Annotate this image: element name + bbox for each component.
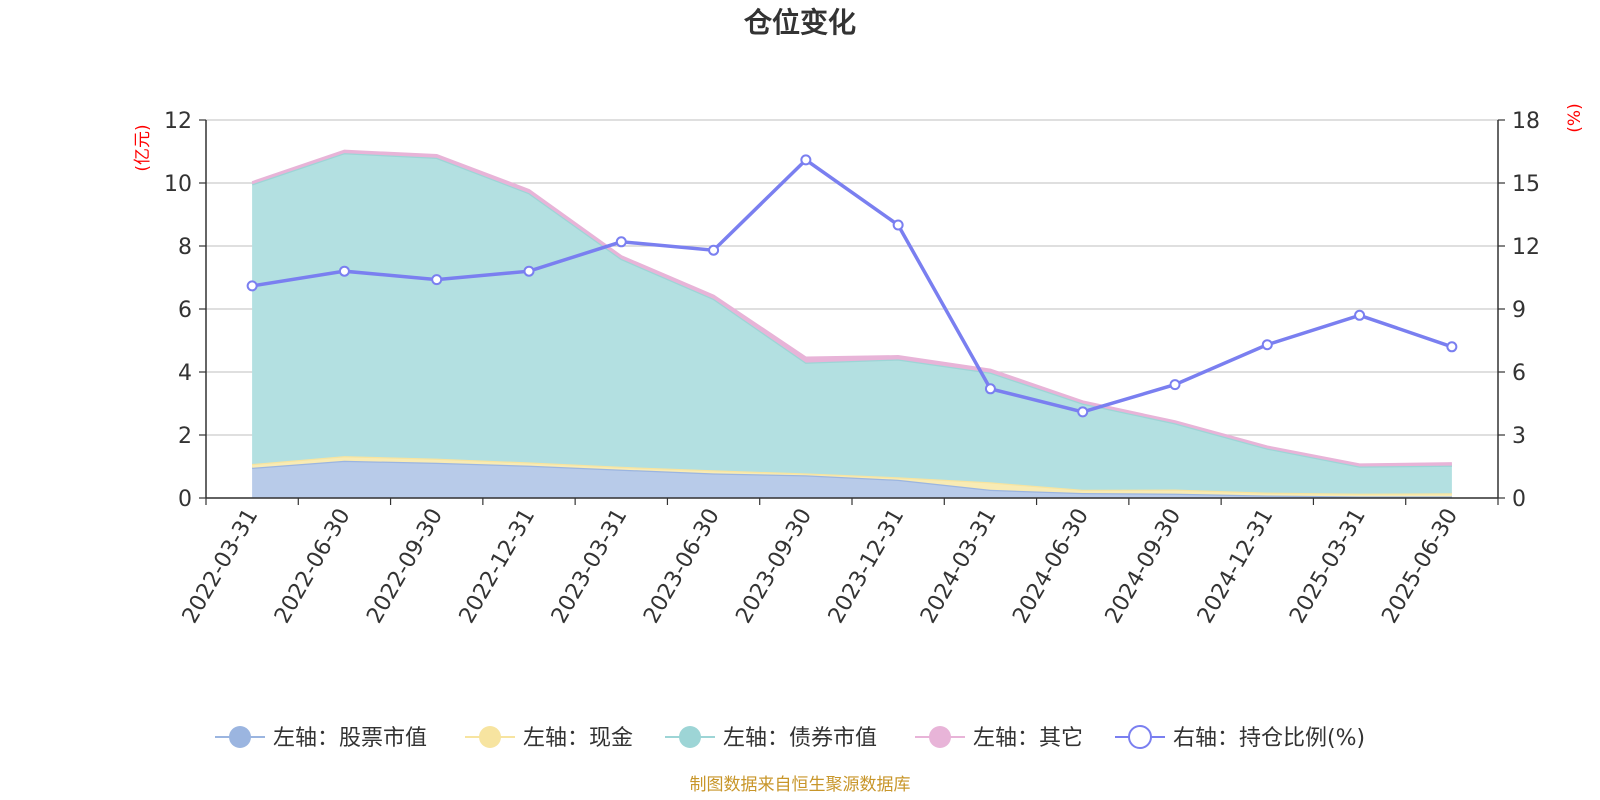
x-tick-label: 2024-03-31 xyxy=(916,505,1002,628)
ratio-point xyxy=(1261,339,1273,351)
right-tick-label: 15 xyxy=(1512,172,1540,197)
ratio-point xyxy=(615,236,627,248)
legend-item-3[interactable]: 左轴：债券市值 xyxy=(665,726,877,751)
area-edge-4 xyxy=(251,149,1452,466)
legend-item-1[interactable]: 左轴：股票市值 xyxy=(215,726,427,751)
legend-item-2[interactable]: 左轴：现金 xyxy=(465,726,633,751)
data-source-note: 制图数据来自恒生聚源数据库 xyxy=(690,775,911,795)
ratio-point xyxy=(1169,379,1181,391)
x-tick-label: 2022-12-31 xyxy=(455,505,541,628)
legend-item-5[interactable]: 右轴：持仓比例(%) xyxy=(1115,725,1365,751)
left-tick-label: 10 xyxy=(164,172,192,197)
right-tick-label: 3 xyxy=(1512,424,1526,449)
legend-label: 左轴：债券市值 xyxy=(723,726,877,751)
ratio-point xyxy=(523,265,535,277)
x-tick-label: 2025-03-31 xyxy=(1285,505,1371,628)
ratio-point xyxy=(1077,406,1089,418)
area-1 xyxy=(252,460,1452,498)
x-tick-label: 2023-06-30 xyxy=(639,505,725,628)
legend-label: 左轴：股票市值 xyxy=(273,726,427,751)
ratio-point xyxy=(431,274,443,286)
ratio-point xyxy=(246,280,258,292)
legend-item-4[interactable]: 左轴：其它 xyxy=(915,726,1083,751)
legend-marker xyxy=(229,726,251,748)
ratio-point xyxy=(338,265,350,277)
x-tick-label: 2024-12-31 xyxy=(1193,505,1279,628)
right-tick-label: 6 xyxy=(1512,361,1526,386)
ratio-point xyxy=(1446,341,1458,353)
left-tick-label: 6 xyxy=(178,298,192,323)
area-3 xyxy=(252,153,1452,494)
ratio-point xyxy=(892,219,904,231)
ratio-point xyxy=(1354,309,1366,321)
ratio-point xyxy=(708,244,720,256)
legend-marker xyxy=(929,726,951,748)
ratio-line xyxy=(251,157,1453,414)
legend: 左轴：股票市值 左轴：现金 左轴：债券市值 左轴：其它 右轴：持仓比例(%) xyxy=(215,725,1365,751)
x-tick-label: 2025-06-30 xyxy=(1377,505,1463,628)
legend-marker xyxy=(1128,725,1152,749)
right-tick-label: 9 xyxy=(1512,298,1526,323)
ratio-point xyxy=(800,154,812,166)
legend-marker xyxy=(679,726,701,748)
x-tick-label: 2023-12-31 xyxy=(824,504,910,627)
x-tick-label: 2023-09-30 xyxy=(731,505,817,628)
chart-title: 仓位变化 xyxy=(744,6,856,39)
legend-marker xyxy=(479,726,501,748)
right-tick-label: 18 xyxy=(1512,109,1540,134)
left-tick-label: 8 xyxy=(178,235,192,260)
x-tick-label: 2023-03-31 xyxy=(547,505,633,628)
stacked-areas xyxy=(251,149,1452,498)
x-tick-label: 2022-06-30 xyxy=(270,505,356,628)
legend-label: 左轴：现金 xyxy=(523,726,633,751)
ratio-line-layer xyxy=(246,154,1458,418)
right-axis-unit: (%) xyxy=(1565,103,1585,132)
right-tick-label: 12 xyxy=(1512,235,1540,260)
left-tick-label: 2 xyxy=(178,424,192,449)
x-tick-label: 2022-03-31 xyxy=(178,505,264,628)
x-tick-label: 2024-09-30 xyxy=(1101,505,1187,628)
ratio-point xyxy=(984,383,996,395)
left-tick-label: 12 xyxy=(164,109,192,134)
left-tick-label: 4 xyxy=(178,361,192,386)
x-tick-label: 2022-09-30 xyxy=(362,505,448,628)
right-tick-label: 0 xyxy=(1512,487,1526,512)
x-tick-label: 2024-06-30 xyxy=(1008,505,1094,628)
legend-label: 右轴：持仓比例(%) xyxy=(1173,726,1365,751)
legend-label: 左轴：其它 xyxy=(973,726,1083,751)
left-tick-label: 0 xyxy=(178,487,192,512)
left-axis-unit: (亿元) xyxy=(133,124,153,171)
